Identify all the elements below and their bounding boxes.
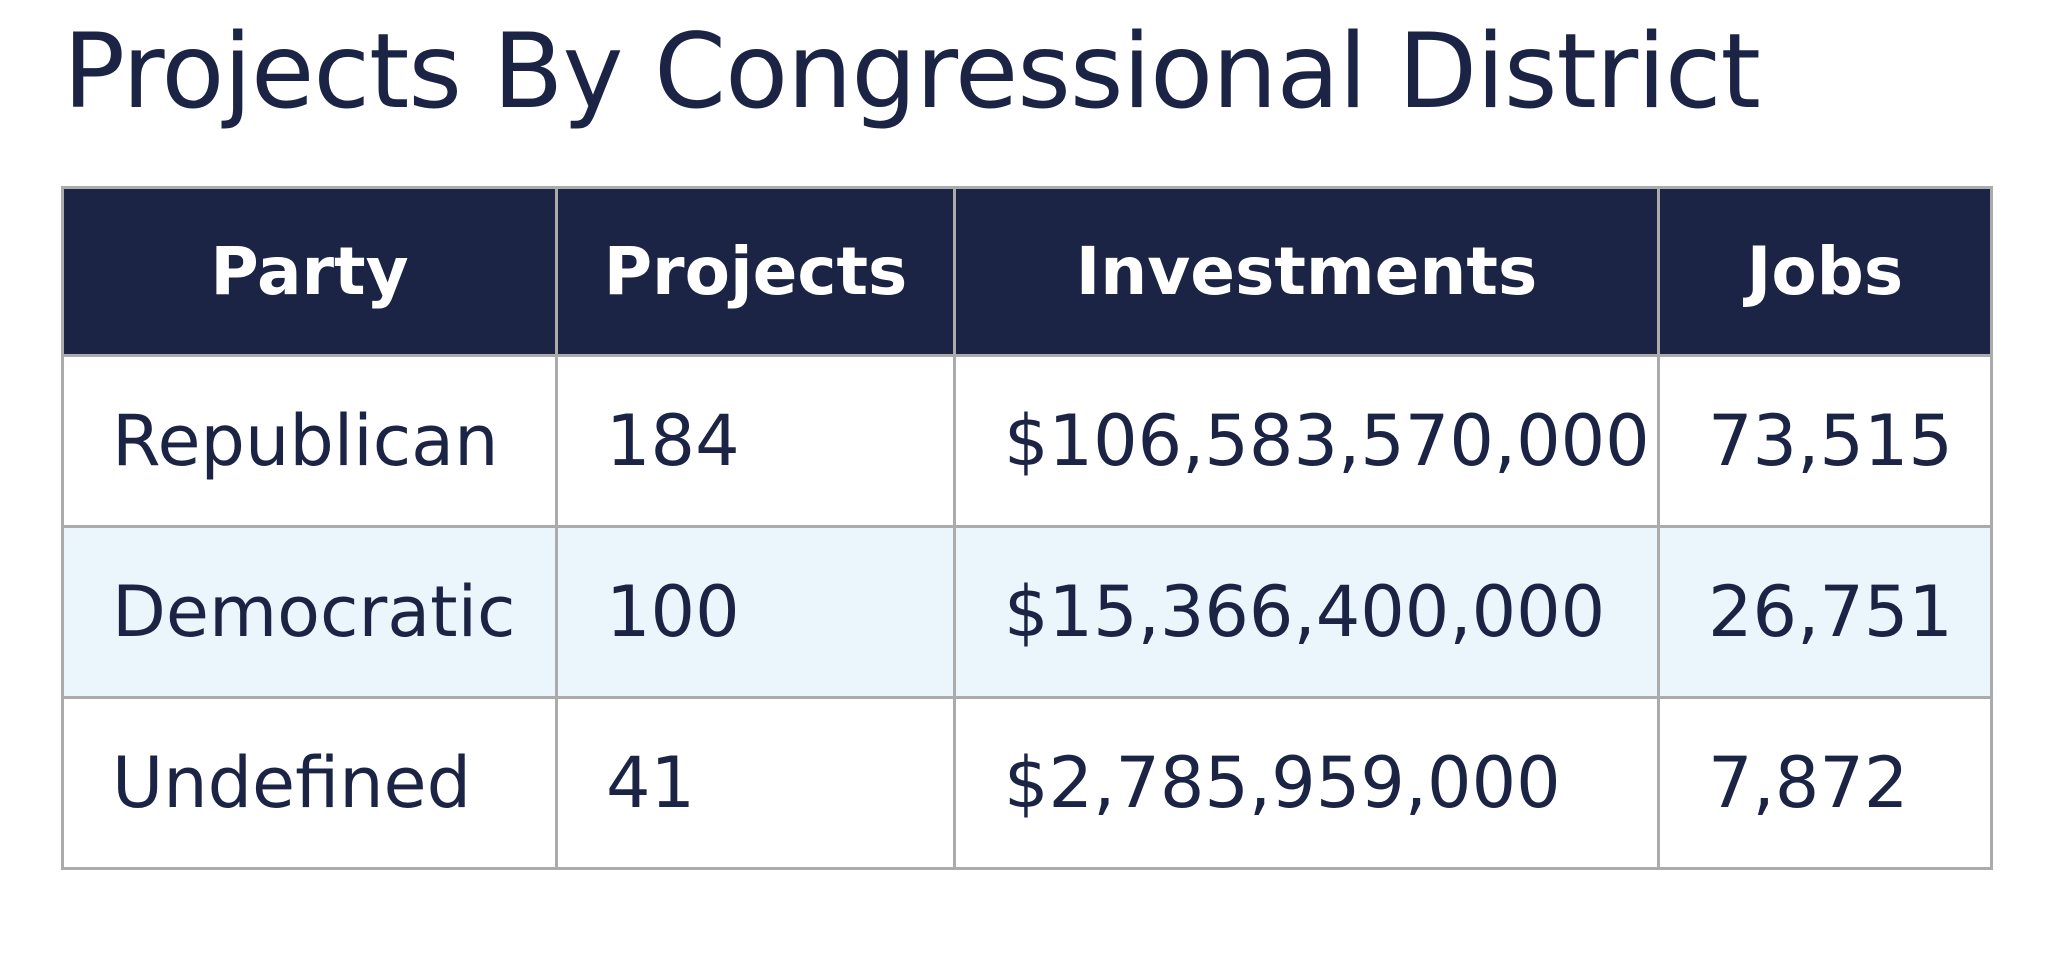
party-cell: Undefined xyxy=(61,696,558,870)
column-header-party: Party xyxy=(61,186,558,357)
column-header-projects: Projects xyxy=(555,186,956,357)
column-header-jobs: Jobs xyxy=(1657,186,1993,357)
party-cell: Republican xyxy=(61,354,558,528)
table-row: Undefined 41 $2,785,959,000 7,872 xyxy=(61,696,1993,870)
projects-cell: 100 xyxy=(555,525,956,699)
projects-cell: 41 xyxy=(555,696,956,870)
table-header-row: Party Projects Investments Jobs xyxy=(61,186,1993,357)
investments-cell: $106,583,570,000 xyxy=(953,354,1660,528)
column-header-investments: Investments xyxy=(953,186,1660,357)
page-title: Projects By Congressional District xyxy=(63,12,1761,132)
investments-cell: $15,366,400,000 xyxy=(953,525,1660,699)
projects-cell: 184 xyxy=(555,354,956,528)
party-cell: Democratic xyxy=(61,525,558,699)
jobs-cell: 7,872 xyxy=(1657,696,1993,870)
projects-table: Party Projects Investments Jobs Republic… xyxy=(61,186,1993,870)
investments-cell: $2,785,959,000 xyxy=(953,696,1660,870)
table-row: Republican 184 $106,583,570,000 73,515 xyxy=(61,354,1993,528)
jobs-cell: 26,751 xyxy=(1657,525,1993,699)
table-row: Democratic 100 $15,366,400,000 26,751 xyxy=(61,525,1993,699)
jobs-cell: 73,515 xyxy=(1657,354,1993,528)
